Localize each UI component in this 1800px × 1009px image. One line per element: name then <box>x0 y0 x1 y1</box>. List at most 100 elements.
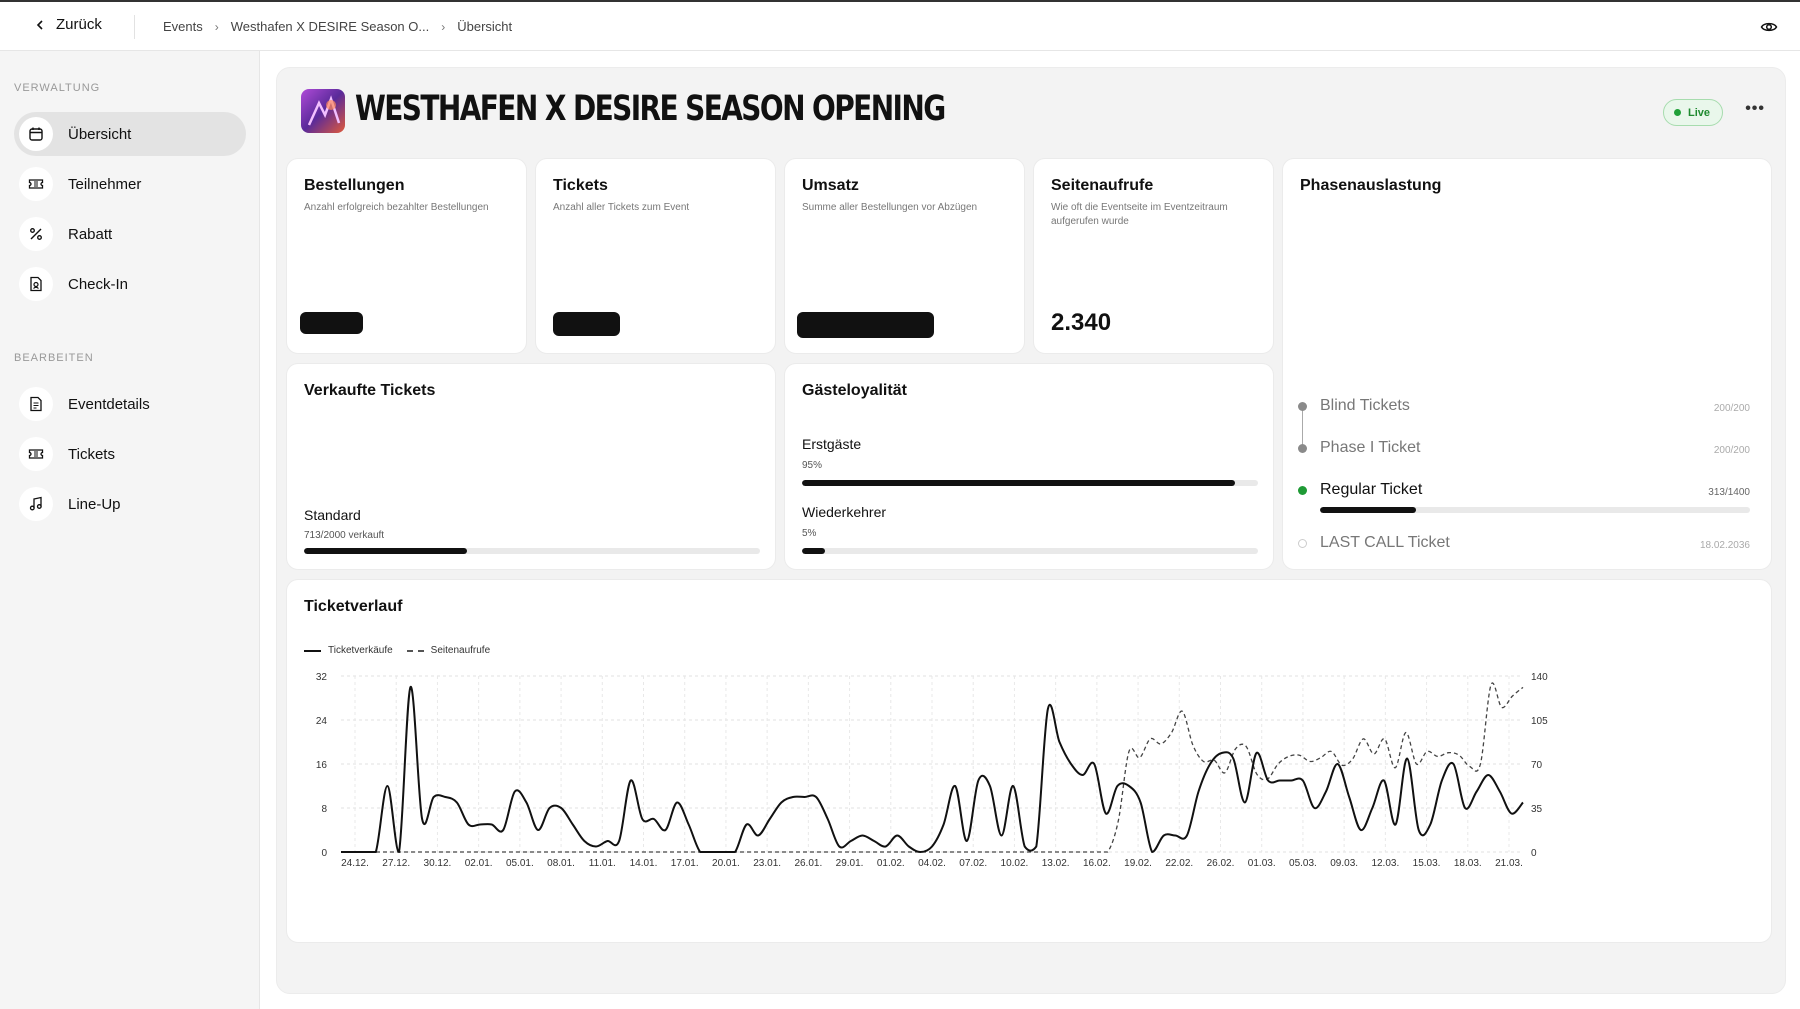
x-tick-label: 24.12. <box>341 858 369 869</box>
card-title: Gästeloyalität <box>802 382 907 399</box>
series-ticketverkaeufe-line <box>341 685 1524 854</box>
sidebar-item-check-in[interactable]: Check-In <box>14 262 246 306</box>
card-gaesteloyalitaet: Gästeloyalität Erstgäste 95% Wiederkehre… <box>784 363 1274 570</box>
card-tickets: Tickets Anzahl aller Tickets zum Event <box>535 158 776 354</box>
y-right-tick-label: 105 <box>1531 716 1548 727</box>
ticketverlauf-chart: 0 0 8 35 16 70 24 105 32 140 24.12. 27.12. 30.12. 02.… <box>316 672 1548 869</box>
calendar-icon <box>19 117 53 151</box>
y-left-tick-label: 24 <box>316 716 328 727</box>
phase-value: 313/1400 <box>1708 487 1750 498</box>
loyalty-fill-erstgaeste <box>802 480 1236 486</box>
x-tick-label: 07.02. <box>959 858 987 869</box>
y-right-tick-label: 70 <box>1531 760 1543 771</box>
legend-item-ticketverkaeufe[interactable]: Ticketverkäufe <box>304 645 393 656</box>
phase-value: 200/200 <box>1713 403 1750 414</box>
card-subtitle: Summe aller Bestellungen vor Abzügen <box>802 202 978 213</box>
phase-value: 18.02.2036 <box>1699 540 1750 551</box>
live-dot-icon <box>1673 109 1681 116</box>
x-tick-label: 26.02. <box>1207 858 1235 869</box>
y-right-tick-label: 35 <box>1531 804 1543 815</box>
more-options-button[interactable]: ••• <box>1745 100 1765 117</box>
scan-icon <box>19 267 53 301</box>
redacted-value <box>797 312 934 338</box>
legend-label: Ticketverkäufe <box>328 645 393 656</box>
event-title: WESTHAFEN X DESIRE SEASON OPENING <box>355 89 946 129</box>
ticket-icon <box>19 437 53 471</box>
legend-solid-line-icon <box>304 649 321 652</box>
top-bar: Zurück Events › Westhafen X DESIRE Seaso… <box>0 0 1800 51</box>
phase-dot <box>1298 402 1307 411</box>
legend-label: Seitenaufrufe <box>430 645 491 656</box>
redacted-value <box>300 312 363 334</box>
phase-name: Phase I Ticket <box>1320 439 1421 456</box>
sidebar-item-eventdetails[interactable]: Eventdetails <box>14 382 246 426</box>
x-tick-label: 23.01. <box>753 858 781 869</box>
series-seitenaufrufe-line <box>341 682 1524 853</box>
back-button[interactable]: Zurück <box>34 16 102 33</box>
breadcrumb-events[interactable]: Events <box>163 19 203 34</box>
card-subtitle: Wie oft die Eventseite im Eventzeitraum … <box>1051 202 1228 227</box>
y-left-tick-label: 16 <box>316 760 328 771</box>
sidebar-item-label: Tickets <box>68 445 115 463</box>
phase-progress-fill <box>1320 507 1417 513</box>
ticket-type-label: Standard <box>304 507 361 523</box>
card-title: Phasenauslastung <box>1300 177 1442 194</box>
x-tick-label: 02.01. <box>465 858 493 869</box>
chevron-right-icon: › <box>214 19 219 34</box>
x-tick-label: 20.01. <box>712 858 740 869</box>
seitenaufrufe-value: 2.340 <box>1051 309 1112 336</box>
card-bestellungen: Bestellungen Anzahl erfolgreich bezahlte… <box>286 158 527 354</box>
sidebar-item-tickets[interactable]: Tickets <box>14 432 246 476</box>
x-tick-label: 21.03. <box>1495 858 1523 869</box>
sidebar-item-rabatt[interactable]: Rabatt <box>14 212 246 256</box>
status-label: Live <box>1687 106 1710 119</box>
x-tick-label: 19.02. <box>1124 858 1152 869</box>
back-label: Zurück <box>56 16 102 33</box>
chevron-right-icon: › <box>441 19 446 34</box>
x-tick-label: 10.02. <box>1001 858 1029 869</box>
breadcrumb: Events › Westhafen X DESIRE Season O... … <box>163 19 512 34</box>
x-tick-label: 17.01. <box>671 858 699 869</box>
event-logo <box>301 89 345 133</box>
loyalty-pct-erstgaeste: 95% <box>802 460 823 471</box>
sidebar-item-uebersicht[interactable]: Übersicht <box>14 112 246 156</box>
card-title: Verkaufte Tickets <box>304 382 436 399</box>
sidebar-item-label: Teilnehmer <box>68 175 142 193</box>
x-tick-label: 08.01. <box>547 858 575 869</box>
card-title: Tickets <box>553 177 608 194</box>
loyalty-track-erstgaeste <box>802 480 1258 486</box>
x-tick-label: 14.01. <box>630 858 658 869</box>
card-title: Seitenaufrufe <box>1051 177 1154 194</box>
x-tick-label: 29.01. <box>836 858 864 869</box>
x-tick-label: 26.01. <box>794 858 822 869</box>
sidebar-item-line-up[interactable]: Line-Up <box>14 482 246 526</box>
main-panel: WESTHAFEN X DESIRE SEASON OPENING Live •… <box>276 67 1786 994</box>
sidebar-item-label: Line-Up <box>68 495 121 513</box>
legend-dashed-line-icon <box>406 649 424 652</box>
loyalty-label-wiederkehrer: Wiederkehrer <box>802 504 887 520</box>
x-tick-label: 13.02. <box>1042 858 1070 869</box>
x-tick-label: 01.02. <box>877 858 905 869</box>
y-right-tick-label: 0 <box>1531 848 1537 859</box>
phase-name: Blind Tickets <box>1320 397 1410 414</box>
card-umsatz: Umsatz Summe aller Bestellungen vor Abzü… <box>784 158 1025 354</box>
loyalty-label-erstgaeste: Erstgäste <box>802 436 862 452</box>
chevron-left-icon <box>36 19 43 30</box>
x-tick-label: 04.02. <box>918 858 946 869</box>
sidebar-item-teilnehmer[interactable]: Teilnehmer <box>14 162 246 206</box>
divider <box>134 15 135 39</box>
loyalty-pct-wiederkehrer: 5% <box>802 528 817 539</box>
redacted-value <box>553 312 620 336</box>
eye-icon[interactable] <box>1760 18 1778 36</box>
legend-item-seitenaufrufe[interactable]: Seitenaufrufe <box>406 645 491 656</box>
x-tick-label: 22.02. <box>1165 858 1193 869</box>
card-title: Umsatz <box>802 177 859 194</box>
phase-name: Regular Ticket <box>1320 481 1423 498</box>
breadcrumb-event[interactable]: Westhafen X DESIRE Season O... <box>230 19 430 34</box>
loyalty-track-wiederkehrer <box>802 548 1258 554</box>
x-tick-label: 01.03. <box>1248 858 1276 869</box>
card-title: Bestellungen <box>304 177 405 194</box>
sidebar-item-label: Rabatt <box>68 225 113 243</box>
ticket-type-sold: 713/2000 verkauft <box>304 530 385 541</box>
phase-value: 200/200 <box>1713 445 1750 456</box>
